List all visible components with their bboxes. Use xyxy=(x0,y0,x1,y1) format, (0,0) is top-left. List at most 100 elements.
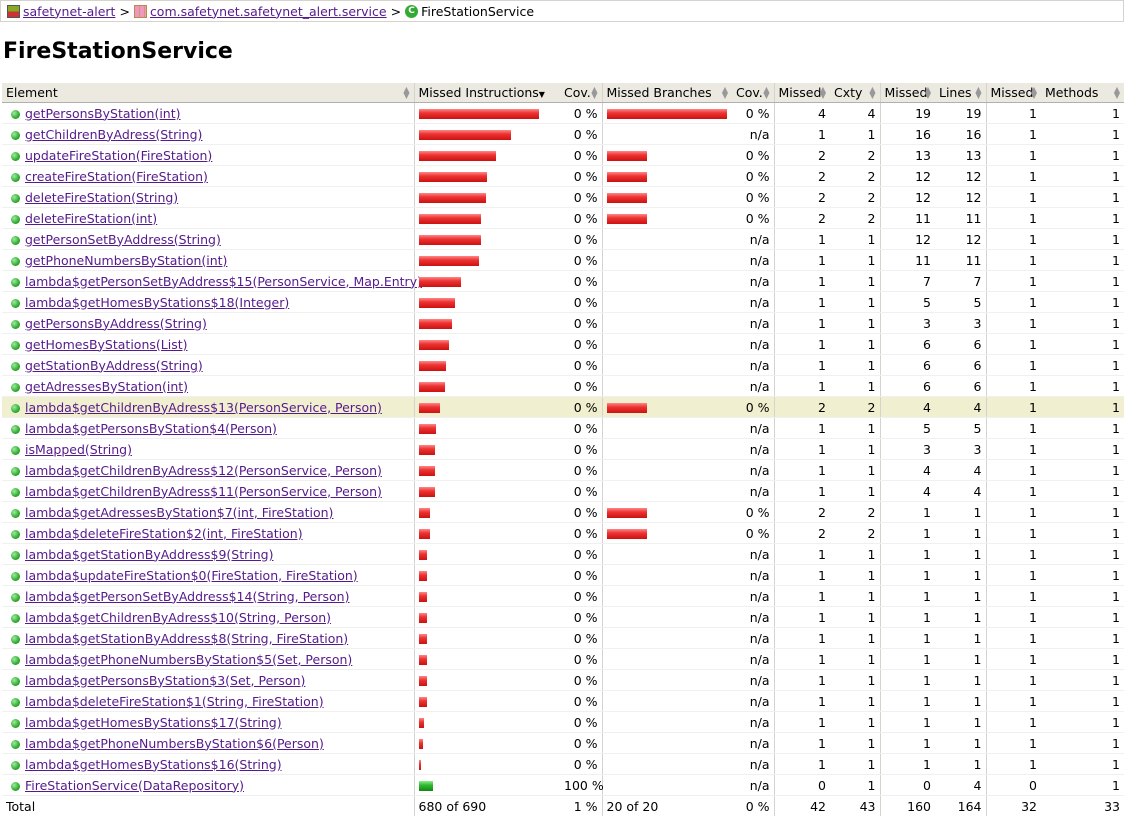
missed-lines-cell: 4 xyxy=(880,460,935,481)
method-link[interactable]: getPersonsByStation(int) xyxy=(25,106,181,121)
method-link[interactable]: lambda$getHomesByStations$18(Integer) xyxy=(25,295,289,310)
missed-methods-cell: 1 xyxy=(986,502,1041,523)
col-header-missed-methods[interactable]: Missed▲▼ xyxy=(986,83,1041,103)
method-link[interactable]: lambda$getPersonSetByAddress$15(PersonSe… xyxy=(25,274,422,289)
method-link[interactable]: lambda$getAdressesByStation$7(int, FireS… xyxy=(25,505,333,520)
col-header-methods[interactable]: Methods▲▼ xyxy=(1041,83,1124,103)
method-link[interactable]: getPersonSetByAddress(String) xyxy=(25,232,221,247)
method-link[interactable]: getStationByAddress(String) xyxy=(25,358,203,373)
instruction-coverage-bar xyxy=(419,655,427,665)
col-header-complexity[interactable]: Cxty▲▼ xyxy=(830,83,880,103)
methods-cell: 1 xyxy=(1041,586,1124,607)
col-header-missed-complexity[interactable]: Missed▲▼ xyxy=(774,83,830,103)
method-link[interactable]: lambda$getPhoneNumbersByStation$6(Person… xyxy=(25,736,324,751)
col-header-branch-coverage[interactable]: Cov.▲▼ xyxy=(732,83,774,103)
table-row: lambda$getStationByAddress$8(String, Fir… xyxy=(2,628,1124,649)
missed-methods-cell: 1 xyxy=(986,691,1041,712)
missed-branches-cell xyxy=(602,292,732,313)
lines-cell: 1 xyxy=(935,733,986,754)
table-row: lambda$updateFireStation$0(FireStation, … xyxy=(2,565,1124,586)
method-link[interactable]: createFireStation(FireStation) xyxy=(25,169,208,184)
col-header-missed-lines[interactable]: Missed▲▼ xyxy=(880,83,935,103)
method-link[interactable]: lambda$getChildrenByAdress$12(PersonServ… xyxy=(25,463,382,478)
col-header-lines[interactable]: Lines▲▼ xyxy=(935,83,986,103)
method-link[interactable]: getPhoneNumbersByStation(int) xyxy=(25,253,227,268)
instruction-coverage-bar xyxy=(419,319,452,329)
missed-methods-cell: 1 xyxy=(986,103,1041,124)
missed-lines-cell: 7 xyxy=(880,271,935,292)
method-link[interactable]: lambda$getHomesByStations$17(String) xyxy=(25,715,282,730)
package-icon xyxy=(134,5,147,18)
breadcrumb-package-link[interactable]: com.safetynet.safetynet_alert.service xyxy=(150,4,387,19)
method-link[interactable]: getAdressesByStation(int) xyxy=(25,379,188,394)
element-cell: deleteFireStation(String) xyxy=(2,187,414,208)
method-link[interactable]: lambda$getPersonsByStation$4(Person) xyxy=(25,421,277,436)
missed-lines-cell: 6 xyxy=(880,334,935,355)
method-link[interactable]: lambda$getHomesByStations$16(String) xyxy=(25,757,282,772)
missed-lines-cell: 12 xyxy=(880,187,935,208)
breadcrumb-session-link[interactable]: safetynet-alert xyxy=(23,4,115,19)
element-cell: createFireStation(FireStation) xyxy=(2,166,414,187)
missed-methods-cell: 1 xyxy=(986,523,1041,544)
instruction-coverage-cell: 0 % xyxy=(560,376,602,397)
missed-methods-cell: 1 xyxy=(986,187,1041,208)
instruction-coverage-cell: 0 % xyxy=(560,754,602,775)
missed-instructions-cell xyxy=(414,775,560,796)
method-link[interactable]: lambda$deleteFireStation$1(String, FireS… xyxy=(25,694,324,709)
methods-cell: 1 xyxy=(1041,334,1124,355)
missed-complexity-cell: 1 xyxy=(774,754,830,775)
branch-coverage-cell: n/a xyxy=(732,376,774,397)
instruction-coverage-cell: 0 % xyxy=(560,208,602,229)
method-link[interactable]: lambda$updateFireStation$0(FireStation, … xyxy=(25,568,358,583)
method-link[interactable]: updateFireStation(FireStation) xyxy=(25,148,212,163)
instruction-coverage-cell: 100 % xyxy=(560,775,602,796)
element-cell: FireStationService(DataRepository) xyxy=(2,775,414,796)
method-link[interactable]: lambda$getPhoneNumbersByStation$5(Set, P… xyxy=(25,652,352,667)
method-link[interactable]: getChildrenByAdress(String) xyxy=(25,127,202,142)
col-header-missed-branches[interactable]: Missed Branches▲▼ xyxy=(602,83,732,103)
method-link[interactable]: isMapped(String) xyxy=(25,442,132,457)
table-row: lambda$getPhoneNumbersByStation$5(Set, P… xyxy=(2,649,1124,670)
method-link[interactable]: getHomesByStations(List) xyxy=(25,337,187,352)
col-header-instruction-coverage[interactable]: Cov.▲▼ xyxy=(560,83,602,103)
col-header-missed-instructions[interactable]: Missed Instructions▼ xyxy=(414,83,560,103)
method-link[interactable]: lambda$getStationByAddress$8(String, Fir… xyxy=(25,631,348,646)
complexity-cell: 4 xyxy=(830,103,880,124)
missed-instructions-cell xyxy=(414,502,560,523)
missed-instructions-cell xyxy=(414,586,560,607)
method-link[interactable]: lambda$getStationByAddress$9(String) xyxy=(25,547,273,562)
instruction-coverage-bar xyxy=(419,592,427,602)
method-link[interactable]: lambda$getChildrenByAdress$10(String, Pe… xyxy=(25,610,331,625)
method-link[interactable]: deleteFireStation(String) xyxy=(25,190,178,205)
method-icon xyxy=(11,551,20,560)
instruction-coverage-bar xyxy=(419,109,539,119)
method-link[interactable]: lambda$getPersonSetByAddress$14(String, … xyxy=(25,589,349,604)
element-cell: updateFireStation(FireStation) xyxy=(2,145,414,166)
method-link[interactable]: FireStationService(DataRepository) xyxy=(25,778,244,793)
missed-methods-cell: 1 xyxy=(986,628,1041,649)
method-link[interactable]: lambda$getPersonsByStation$3(Set, Person… xyxy=(25,673,305,688)
lines-cell: 1 xyxy=(935,712,986,733)
missed-methods-cell: 1 xyxy=(986,355,1041,376)
sort-icon: ▲▼ xyxy=(763,87,769,99)
methods-cell: 1 xyxy=(1041,670,1124,691)
complexity-cell: 1 xyxy=(830,334,880,355)
lines-cell: 4 xyxy=(935,481,986,502)
method-link[interactable]: lambda$deleteFireStation$2(int, FireStat… xyxy=(25,526,303,541)
method-link[interactable]: lambda$getChildrenByAdress$13(PersonServ… xyxy=(25,400,382,415)
element-cell: lambda$getChildrenByAdress$13(PersonServ… xyxy=(2,397,414,418)
missed-methods-cell: 1 xyxy=(986,124,1041,145)
methods-cell: 1 xyxy=(1041,166,1124,187)
complexity-cell: 1 xyxy=(830,439,880,460)
method-link[interactable]: deleteFireStation(int) xyxy=(25,211,157,226)
lines-cell: 1 xyxy=(935,607,986,628)
col-header-element[interactable]: Element▲▼ xyxy=(2,83,414,103)
element-cell: lambda$getAdressesByStation$7(int, FireS… xyxy=(2,502,414,523)
method-link[interactable]: lambda$getChildrenByAdress$11(PersonServ… xyxy=(25,484,382,499)
method-link[interactable]: getPersonsByAddress(String) xyxy=(25,316,207,331)
element-cell: getPersonsByStation(int) xyxy=(2,103,414,124)
missed-branches-cell xyxy=(602,208,732,229)
complexity-cell: 1 xyxy=(830,229,880,250)
